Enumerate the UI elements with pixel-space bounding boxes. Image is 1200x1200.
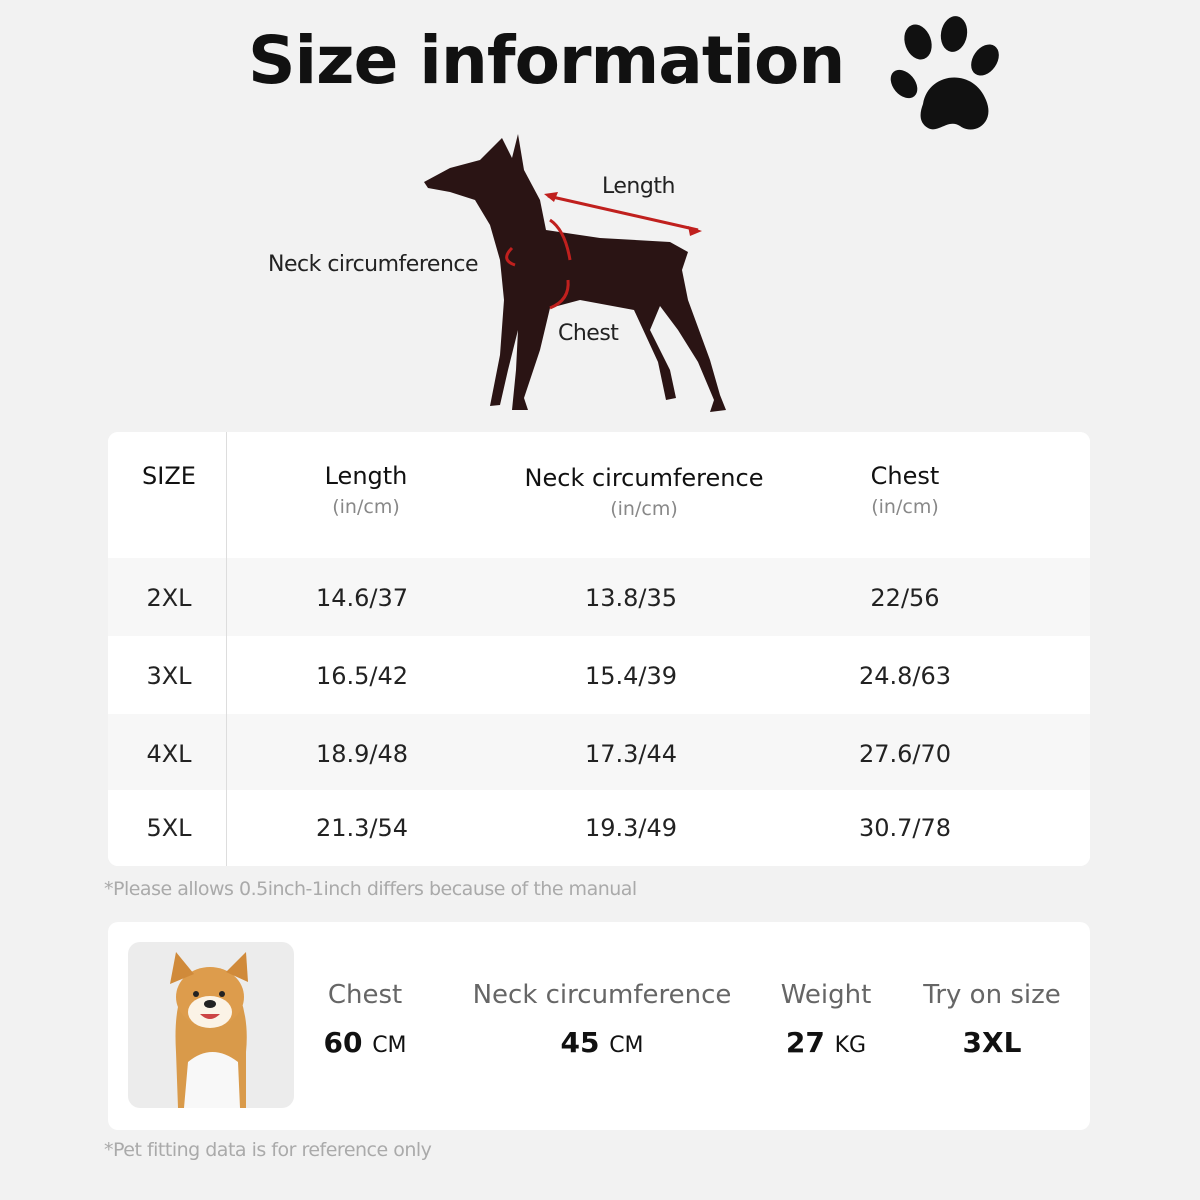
column-divider [226,432,227,866]
chest-cell: 30.7/78 [858,814,952,842]
stat-unit: CM [372,1033,407,1058]
header-length: Length [324,462,408,490]
length-cell: 21.3/54 [315,814,409,842]
length-cell: 16.5/42 [315,662,409,690]
stat-unit: CM [609,1033,644,1058]
doberman-diagram [424,134,726,412]
chest-cell: 22/56 [870,584,940,612]
neck-label: Neck circumference [268,252,479,277]
size-cell: 3XL [146,662,192,690]
table-row: 5XL 21.3/54 19.3/49 30.7/78 [108,790,1090,866]
neck-cell: 13.8/35 [584,584,678,612]
stat-neck: Neck circumference 45 CM [473,980,732,1059]
header-unit: (in/cm) [610,498,678,520]
stat-value: 3XL [962,1026,1022,1059]
size-cell: 2XL [146,584,192,612]
table-note: *Please allows 0.5inch-1inch differs bec… [104,878,637,900]
length-label: Length [602,174,675,199]
stat-value: 27 [785,1026,825,1059]
paw-icon [890,16,999,130]
size-cell: 4XL [146,740,192,768]
stat-unit: KG [834,1033,867,1058]
stat-size: Try on size 3XL [923,980,1060,1059]
table-header: SIZE Length (in/cm) Neck circumference (in… [108,432,1090,558]
header-unit: (in/cm) [871,496,939,518]
stat-label: Chest [327,980,403,1010]
stat-value: 60 [323,1026,363,1059]
header-neck: Neck circumference [524,464,764,492]
stat-chest: Chest 60 CM [323,980,406,1059]
stat-label: Try on size [923,980,1061,1010]
chest-cell: 27.6/70 [858,740,952,768]
header-unit: (in/cm) [332,496,400,518]
chest-cell: 24.8/63 [858,662,952,690]
size-table: SIZE Length (in/cm) Neck circumference (in… [108,432,1090,866]
size-cell: 5XL [146,814,192,842]
table-row: 4XL 18.9/48 17.3/44 27.6/70 [108,714,1090,790]
header-chest: Chest [870,462,940,490]
stat-label: Weight [780,980,872,1010]
length-cell: 14.6/37 [315,584,409,612]
header-size: SIZE [142,462,196,490]
chest-label: Chest [558,321,619,346]
stat-label: Neck circumference [472,980,732,1010]
neck-cell: 19.3/49 [584,814,678,842]
fitting-note: *Pet fitting data is for reference only [104,1139,432,1161]
stat-weight: Weight 27 KG [781,980,872,1059]
fitting-card: Chest 60 CM Neck circumference 45 CM Wei… [108,922,1090,1130]
shiba-photo [128,942,294,1108]
neck-cell: 15.4/39 [584,662,678,690]
length-cell: 18.9/48 [315,740,409,768]
page-title: Size information [248,22,845,99]
table-row: 2XL 14.6/37 13.8/35 22/56 [108,558,1090,636]
table-row: 3XL 16.5/42 15.4/39 24.8/63 [108,636,1090,714]
stat-value: 45 [560,1026,600,1059]
neck-cell: 17.3/44 [584,740,678,768]
